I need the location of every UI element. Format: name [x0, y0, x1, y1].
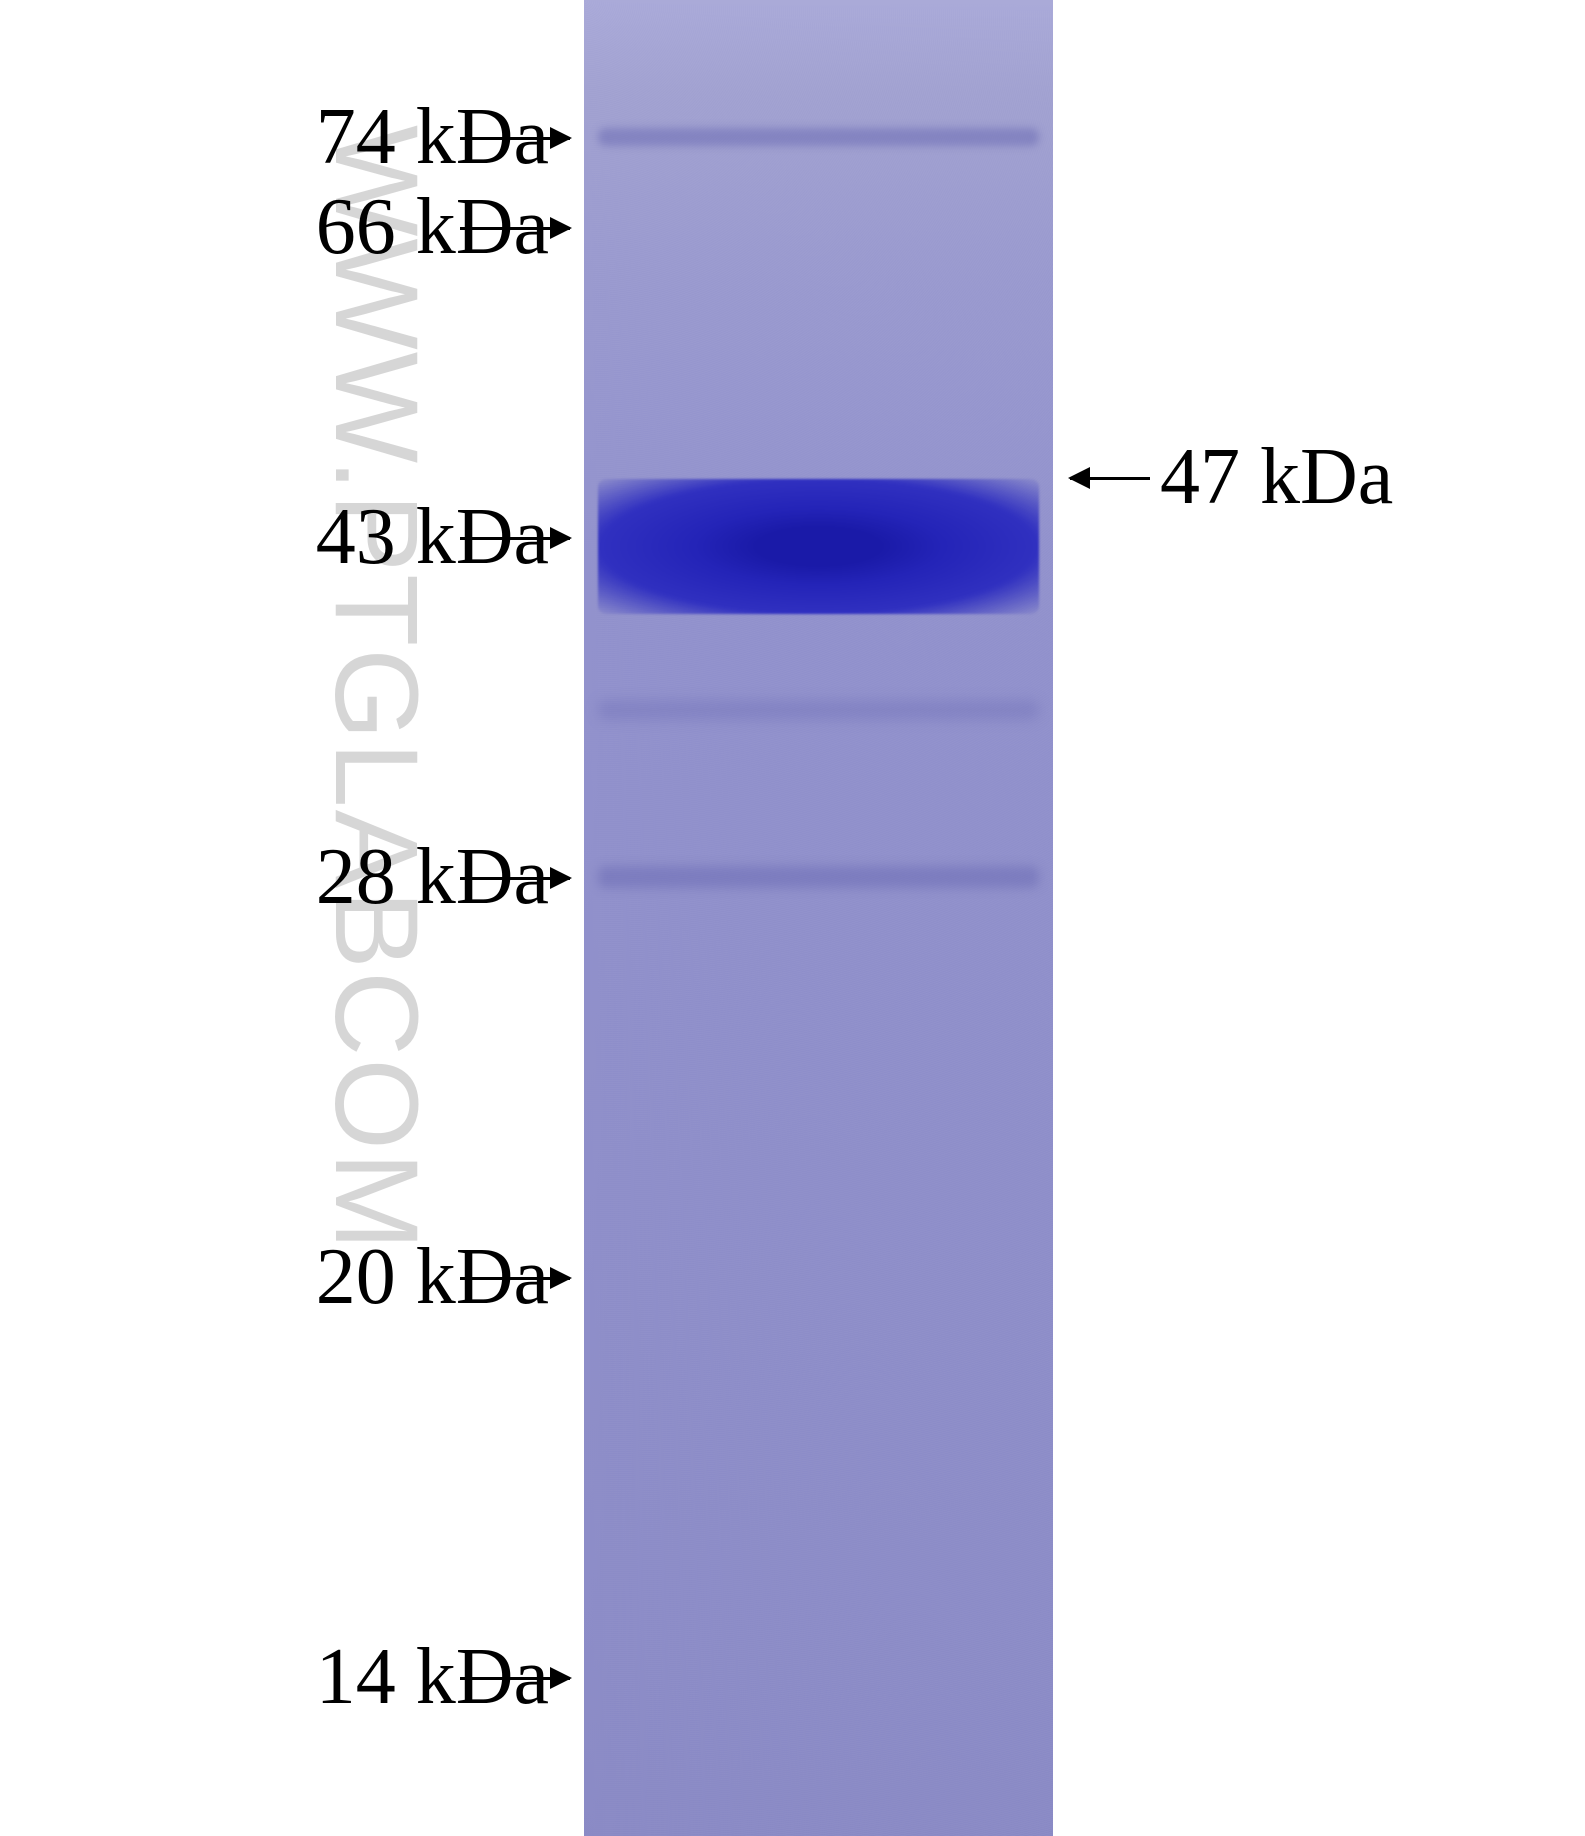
result-arrow: [1070, 477, 1150, 480]
marker-arrow-74: [460, 137, 570, 140]
faint-band-74kda: [598, 128, 1039, 146]
gel-lane-texture: [584, 0, 1053, 1836]
marker-arrow-20: [460, 1277, 570, 1280]
faint-band-mid: [598, 700, 1039, 720]
main-protein-band: [598, 479, 1039, 614]
marker-arrow-43: [460, 537, 570, 540]
gel-lane: [584, 0, 1053, 1836]
faint-band-28kda: [598, 866, 1039, 888]
marker-arrow-14: [460, 1677, 570, 1680]
marker-arrow-28: [460, 877, 570, 880]
result-band-label: 47 kDa: [1160, 432, 1393, 523]
gel-figure: WWW.PTGLABCOM 74 kDa 66 kDa 43 kDa 28 kD…: [0, 0, 1585, 1836]
watermark-text: WWW.PTGLABCOM: [308, 125, 444, 1252]
marker-arrow-66: [460, 227, 570, 230]
